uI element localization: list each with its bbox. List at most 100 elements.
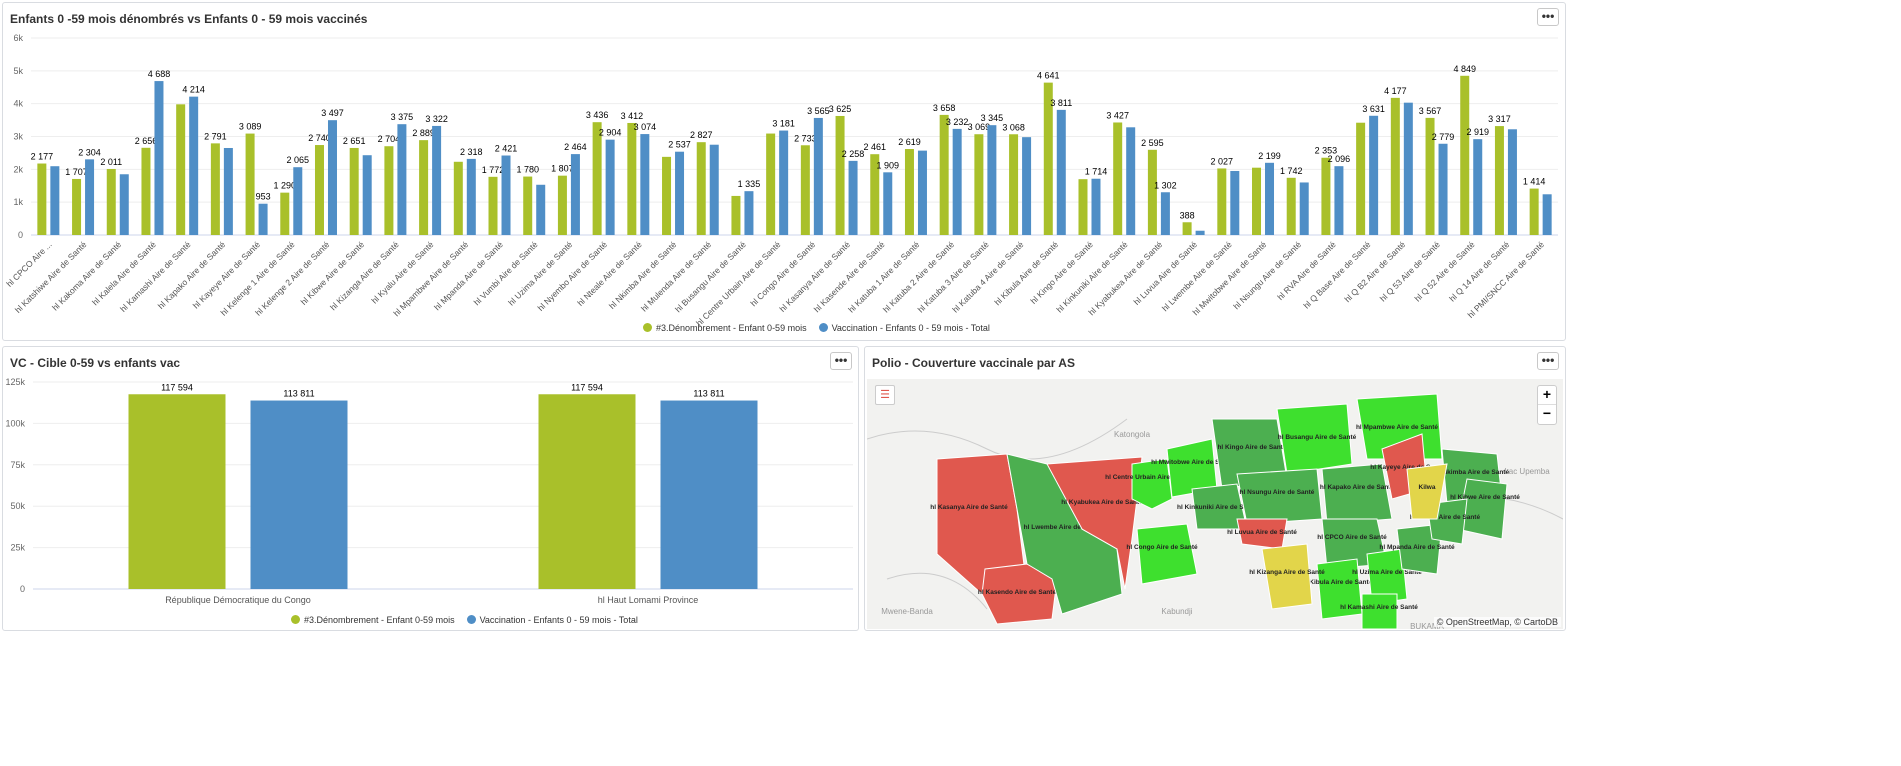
bar-denombrement (627, 122, 637, 235)
bar-vaccination (397, 124, 407, 235)
bar-vaccination (1473, 139, 1483, 235)
bar-vaccination (813, 117, 823, 235)
health-area-label: hl Nkimba Aire de Santé (1435, 469, 1510, 476)
x-tick-label: hl Kingo Aire de Santé (1028, 239, 1095, 306)
health-area-label: hl Kinkuniki Aire de Santé (1177, 504, 1257, 511)
data-label: 2 779 (1432, 132, 1455, 142)
x-tick-label: hl Q Base Aire de Santé (1301, 239, 1372, 310)
data-label: 3 069 (968, 122, 991, 132)
y-tick-label: 50k (10, 501, 25, 511)
y-tick-label: 75k (10, 460, 25, 470)
health-area-polygon (1361, 593, 1398, 629)
bar-denombrement (1356, 122, 1366, 235)
map-attribution[interactable]: © OpenStreetMap, © CartoDB (1433, 617, 1561, 627)
health-area-label: hl Mpambwe Aire de Santé (1356, 424, 1438, 431)
y-tick-label: 125k (5, 377, 25, 387)
bar-vaccination (675, 151, 685, 235)
legend-label: #3.Dénombrement - Enfant 0-59 mois (304, 615, 455, 625)
bar-denombrement (766, 133, 776, 235)
legend-label: Vaccination - Enfants 0 - 59 mois - Tota… (831, 323, 990, 333)
legend-item-denombrement[interactable]: #3.Dénombrement - Enfant 0-59 mois (643, 323, 807, 333)
map-canvas[interactable]: hl Kasanya Aire de Santé hl Kasendo Aire … (867, 379, 1563, 629)
data-label: 1 414 (1523, 177, 1546, 187)
layers-button[interactable]: ☰ (875, 385, 895, 405)
more-options-button[interactable]: ••• (1537, 352, 1559, 370)
data-label: 1 742 (1280, 166, 1303, 176)
more-options-button[interactable]: ••• (830, 352, 852, 370)
bar-vaccination (432, 125, 442, 235)
bar-denombrement (870, 154, 880, 235)
legend-label: #3.Dénombrement - Enfant 0-59 mois (656, 323, 807, 333)
data-label: 3 625 (829, 104, 852, 114)
y-tick-label: 0 (20, 584, 25, 594)
health-area-polygon (1261, 543, 1313, 610)
health-area-polygon (1396, 523, 1443, 575)
data-label: 1 909 (876, 160, 899, 170)
data-label: 2 919 (1466, 127, 1489, 137)
data-label: 2 889 (412, 128, 435, 138)
bar-vaccination (50, 166, 60, 235)
legend-item-denombrement[interactable]: #3.Dénombrement - Enfant 0-59 mois (291, 615, 455, 625)
place-label: Kabundji (1161, 607, 1192, 616)
health-area-polygon (1136, 523, 1198, 585)
health-area-label: hl Mpanda Aire de Santé (1379, 544, 1455, 551)
bar-denombrement (245, 133, 255, 235)
data-label: 2 199 (1258, 151, 1281, 161)
health-area-label: Kilwa (1419, 484, 1436, 491)
data-label: 2 304 (78, 147, 101, 157)
health-area-label: hl Kyabukea Aire de Santé (1061, 499, 1143, 506)
data-label: 2 740 (308, 133, 331, 143)
y-tick-label: 1k (13, 197, 23, 207)
bar-denombrement (314, 145, 324, 235)
health-area-polygon (1131, 458, 1173, 510)
bar-vaccination (250, 400, 348, 589)
x-tick-label: hl Haut Lomami Province (598, 595, 699, 605)
panel-title: Enfants 0 -59 mois dénombrés vs Enfants … (10, 12, 368, 26)
country-bar-chart: 0 25k 50k 75k 100k 125k 117 594 113 811 Républiq… (5, 377, 853, 605)
bar-denombrement (800, 145, 810, 235)
health-area-label: hl Kasanya Aire de Santé (930, 504, 1008, 511)
bar-vaccination (1091, 178, 1101, 235)
zoom-in-button[interactable]: + (1538, 386, 1556, 405)
x-tick-label: hl Q 53 Aire de Santé (1378, 239, 1442, 303)
data-label: 3 631 (1362, 104, 1385, 114)
data-label: 2 656 (135, 136, 158, 146)
legend-item-vaccination[interactable]: Vaccination - Enfants 0 - 59 mois - Tota… (466, 615, 638, 625)
more-options-button[interactable]: ••• (1537, 8, 1559, 26)
data-label: 3 089 (239, 122, 262, 132)
bar-denombrement (904, 149, 914, 235)
data-label: 2 537 (668, 140, 691, 150)
health-area-label: hl Kizanga Aire de Santé (1249, 569, 1325, 576)
x-tick-label: hl Congo Aire de Santé (748, 239, 817, 308)
x-tick-label: hl Q B2 Aire de Santé (1342, 239, 1407, 304)
x-tick-label: hl Nteale Aire de Santé (575, 239, 644, 308)
data-label: 3 181 (772, 119, 795, 129)
place-label: BUKAMA (1410, 622, 1444, 629)
bar-vaccination (987, 125, 997, 235)
bar-vaccination (85, 159, 95, 235)
bar-denombrement (1321, 157, 1331, 235)
choropleth-map[interactable]: hl Kasanya Aire de Santé hl Kasendo Aire … (867, 379, 1563, 629)
x-tick-label: hl Nyembo Aire de Santé (535, 239, 609, 313)
bar-denombrement (592, 122, 602, 235)
zoom-out-button[interactable]: − (1542, 405, 1552, 421)
bar-denombrement (1252, 167, 1262, 235)
data-label: 1 707 (65, 167, 88, 177)
health-area-label: hl Uzima Aire de Santé (1352, 569, 1422, 576)
health-area-label: hl CPCO Aire de Santé (1317, 534, 1387, 541)
data-label: 3 232 (946, 117, 969, 127)
bar-denombrement (1078, 179, 1088, 235)
legend-item-vaccination[interactable]: Vaccination - Enfants 0 - 59 mois - Tota… (818, 323, 990, 333)
bar-denombrement (280, 192, 290, 235)
data-label: 2 353 (1315, 146, 1338, 156)
data-label: 2 318 (460, 147, 483, 157)
health-area-label: hl Kibula Aire de Santé (1302, 579, 1373, 586)
bar-vaccination (709, 144, 719, 235)
y-tick-label: 6k (13, 33, 23, 43)
y-tick-label: 0 (18, 230, 23, 240)
data-label: 117 594 (571, 382, 603, 392)
data-label: 113 811 (693, 389, 724, 399)
x-tick-label: hl Q 52 Aire de Santé (1412, 239, 1476, 303)
bar-denombrement (349, 147, 359, 235)
health-area-label: hl Kibwe Aire de Santé (1450, 494, 1520, 501)
